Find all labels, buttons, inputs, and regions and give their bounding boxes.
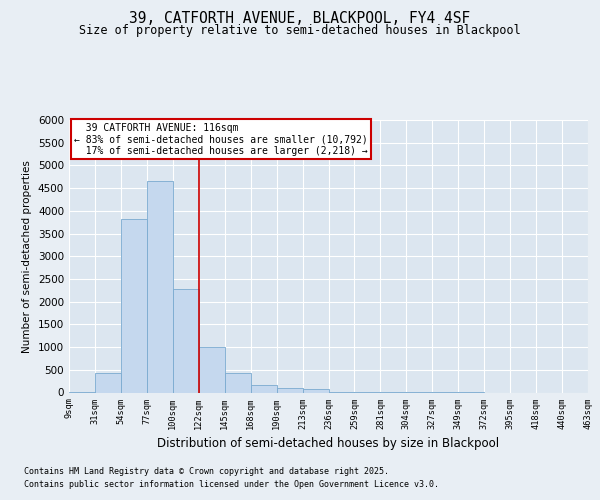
Bar: [199, 347, 224, 393]
Bar: [121, 219, 147, 392]
Text: 39, CATFORTH AVENUE, BLACKPOOL, FY4 4SF: 39, CATFORTH AVENUE, BLACKPOOL, FY4 4SF: [130, 11, 470, 26]
Bar: [225, 373, 251, 392]
Text: Contains HM Land Registry data © Crown copyright and database right 2025.: Contains HM Land Registry data © Crown c…: [24, 467, 389, 476]
Bar: [95, 373, 121, 392]
Bar: [302, 390, 329, 392]
X-axis label: Distribution of semi-detached houses by size in Blackpool: Distribution of semi-detached houses by …: [157, 437, 500, 450]
Text: Contains public sector information licensed under the Open Government Licence v3: Contains public sector information licen…: [24, 480, 439, 489]
Y-axis label: Number of semi-detached properties: Number of semi-detached properties: [22, 160, 32, 352]
Bar: [277, 388, 302, 392]
Text: 39 CATFORTH AVENUE: 116sqm
← 83% of semi-detached houses are smaller (10,792)
  : 39 CATFORTH AVENUE: 116sqm ← 83% of semi…: [74, 122, 368, 156]
Bar: [173, 289, 199, 393]
Bar: [251, 385, 277, 392]
Text: Size of property relative to semi-detached houses in Blackpool: Size of property relative to semi-detach…: [79, 24, 521, 37]
Bar: [147, 182, 173, 392]
